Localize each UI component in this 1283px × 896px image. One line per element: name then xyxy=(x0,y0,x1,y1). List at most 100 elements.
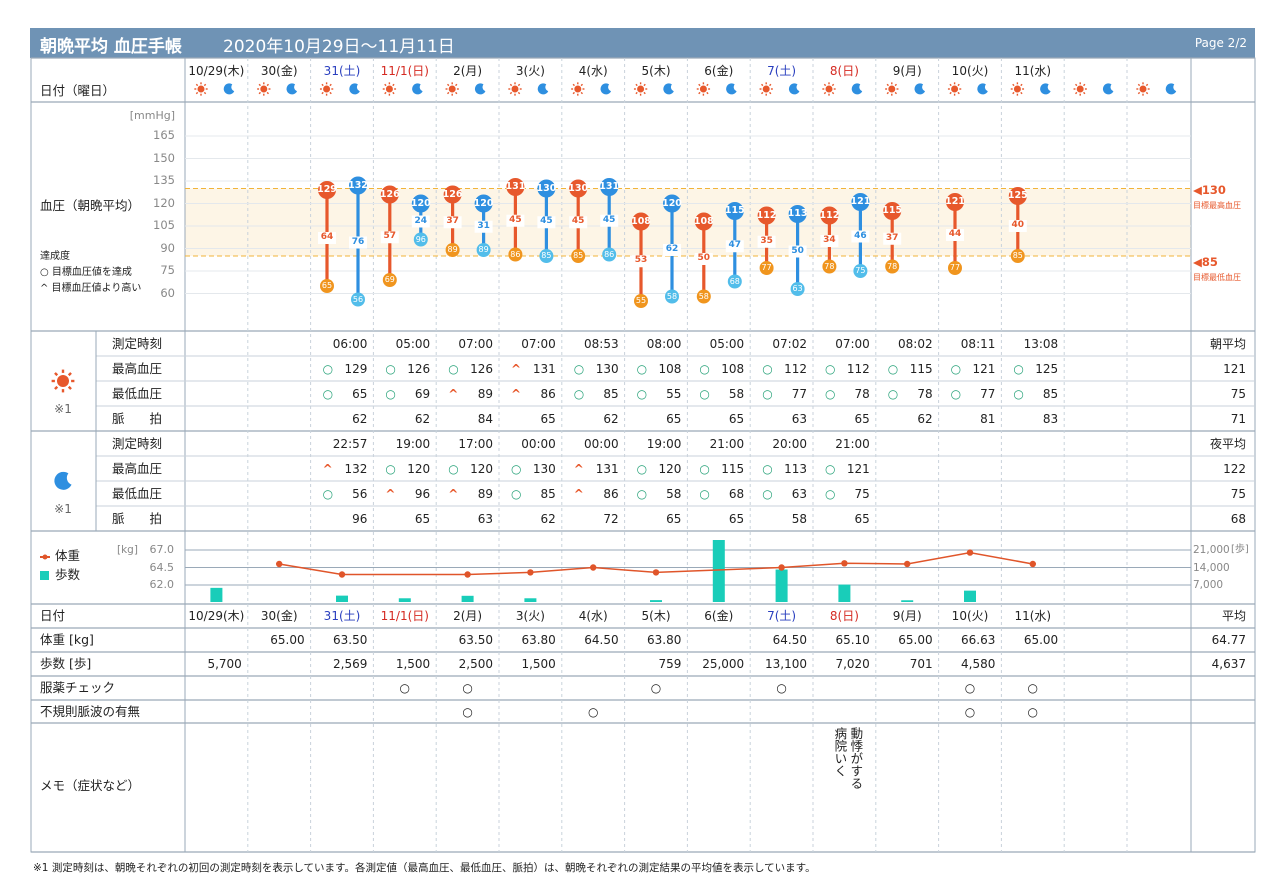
moon-icon xyxy=(726,83,737,95)
steps-cell: 701 xyxy=(909,657,933,671)
morning-pulse: 81 xyxy=(980,412,996,426)
moon-icon xyxy=(663,83,674,95)
morning-sys-mark: ○ xyxy=(825,362,836,376)
moon-icon xyxy=(286,83,298,95)
weight-point xyxy=(652,569,660,576)
morning-sys: 129 xyxy=(344,362,368,376)
morning-bp-mid-bg xyxy=(443,216,462,229)
moon-icon xyxy=(1165,83,1177,95)
morning-sys: 130 xyxy=(595,362,619,376)
weight-point xyxy=(276,560,283,568)
morning-sys: 115 xyxy=(909,362,933,376)
weight-cell: 63.80 xyxy=(521,633,556,647)
morning-time: 08:11 xyxy=(960,337,996,351)
moon-icon xyxy=(1040,83,1051,95)
steps-cell: 1,500 xyxy=(395,657,431,671)
night-dia-mark: ^ xyxy=(448,487,459,501)
med-check-mark: ○ xyxy=(776,681,787,695)
date-cell: 3(火) xyxy=(515,609,545,623)
night-time: 17:00 xyxy=(458,437,493,451)
steps-bar xyxy=(712,540,725,602)
morning-dia-mark: ○ xyxy=(636,387,648,401)
memo-label: メモ（症状など） xyxy=(40,778,141,793)
page-title: 朝晩平均 血圧手帳 xyxy=(40,37,182,57)
morning-time: 08:53 xyxy=(584,337,619,351)
night-sys: 131 xyxy=(595,462,619,476)
date-cell: 6(金) xyxy=(704,609,734,623)
morning-time: 07:00 xyxy=(835,337,870,351)
kg-unit: [kg] xyxy=(117,544,138,556)
morning-sys: 131 xyxy=(532,362,556,376)
night-bp-low-value: 75 xyxy=(855,266,866,275)
night-sys: 130 xyxy=(532,462,556,476)
night-bp-mid-bg xyxy=(788,245,807,258)
morning-dia-mark: ○ xyxy=(1013,387,1024,401)
weight-point xyxy=(778,564,785,571)
memo-text: 動悸がする xyxy=(848,727,864,790)
sun-icon xyxy=(1136,82,1150,96)
morning-bp-low-value: 65 xyxy=(321,281,333,290)
night-bp-high-dot xyxy=(663,194,681,213)
morning-bp-high-value: 131 xyxy=(505,181,526,192)
memo-text: 病院いく xyxy=(832,727,848,777)
achieve-high-legend: ^ 目標血圧値より高い xyxy=(40,283,142,294)
night-dia: 63 xyxy=(791,487,807,501)
night-pulse: 65 xyxy=(728,512,745,526)
morning-dia: 78 xyxy=(854,387,870,401)
night-bp-low-dot xyxy=(602,247,617,262)
morning-bp-low-dot xyxy=(634,294,648,308)
night-sys: 113 xyxy=(784,462,807,476)
night-bp-mid-bg xyxy=(411,215,430,228)
steps-bar xyxy=(964,590,976,602)
date-header: 31(土) xyxy=(323,64,361,78)
night-pulse: 72 xyxy=(603,512,619,526)
night-avg-header: 夜平均 xyxy=(1209,437,1246,451)
morning-dia-mark: ○ xyxy=(887,387,899,401)
morning-row-label: 最低血圧 xyxy=(112,386,163,401)
night-bp-low-dot xyxy=(539,249,554,263)
moon-icon xyxy=(1102,83,1114,95)
morning-bp-high-dot xyxy=(946,193,964,211)
morning-bp-high-value: 108 xyxy=(631,215,651,227)
night-bp-low-dot xyxy=(413,232,428,247)
night-pulse: 96 xyxy=(352,512,368,526)
night-note: ※1 xyxy=(54,502,72,516)
weight-point xyxy=(338,571,346,578)
morning-sys: 108 xyxy=(658,362,682,376)
morning-avg-header: 朝平均 xyxy=(1209,337,1246,351)
date-cell: 31(土) xyxy=(323,609,361,623)
weight-cell: 64.50 xyxy=(772,633,807,647)
night-bp-mid-bg xyxy=(663,244,681,256)
sun-icon xyxy=(633,82,648,96)
irreg-mark: ○ xyxy=(964,705,976,719)
morning-bp-high-dot xyxy=(820,206,839,225)
night-time: 00:00 xyxy=(584,437,619,451)
morning-sys-mark: ○ xyxy=(950,362,962,376)
night-bp-low-value: 89 xyxy=(478,245,489,254)
morning-bp-pulse-pressure: 35 xyxy=(760,235,773,246)
morning-bp-mid-bg xyxy=(632,255,650,268)
night-dia-mark: ○ xyxy=(511,487,522,501)
weight-cell: 66.63 xyxy=(961,633,996,647)
morning-bp-low-dot xyxy=(759,261,774,275)
steps-bar xyxy=(398,598,411,602)
morning-bp-low-value: 85 xyxy=(573,251,584,260)
morning-bp-high-value: 126 xyxy=(379,188,400,200)
bp-tick-label: 135 xyxy=(153,173,175,187)
med-check-mark: ○ xyxy=(964,681,976,695)
morning-time: 05:00 xyxy=(395,337,431,351)
night-bp-high-value: 130 xyxy=(536,182,557,194)
night-bp-low-dot xyxy=(790,282,805,296)
night-dia: 86 xyxy=(603,487,619,501)
morning-dia-mark: ○ xyxy=(825,387,836,401)
weight-point xyxy=(590,564,597,571)
morning-bp-low-dot xyxy=(822,259,837,274)
night-bp-high-dot xyxy=(725,202,744,220)
night-dia: 75 xyxy=(854,487,870,501)
date-cell: 8(日) xyxy=(829,609,859,623)
weight-cell: 63.50 xyxy=(458,633,493,647)
night-avg-sys: 122 xyxy=(1223,462,1246,476)
morning-avg-sys: 121 xyxy=(1223,362,1246,376)
date-header: 5(木) xyxy=(641,64,671,78)
morning-dia-mark: ○ xyxy=(762,387,773,401)
